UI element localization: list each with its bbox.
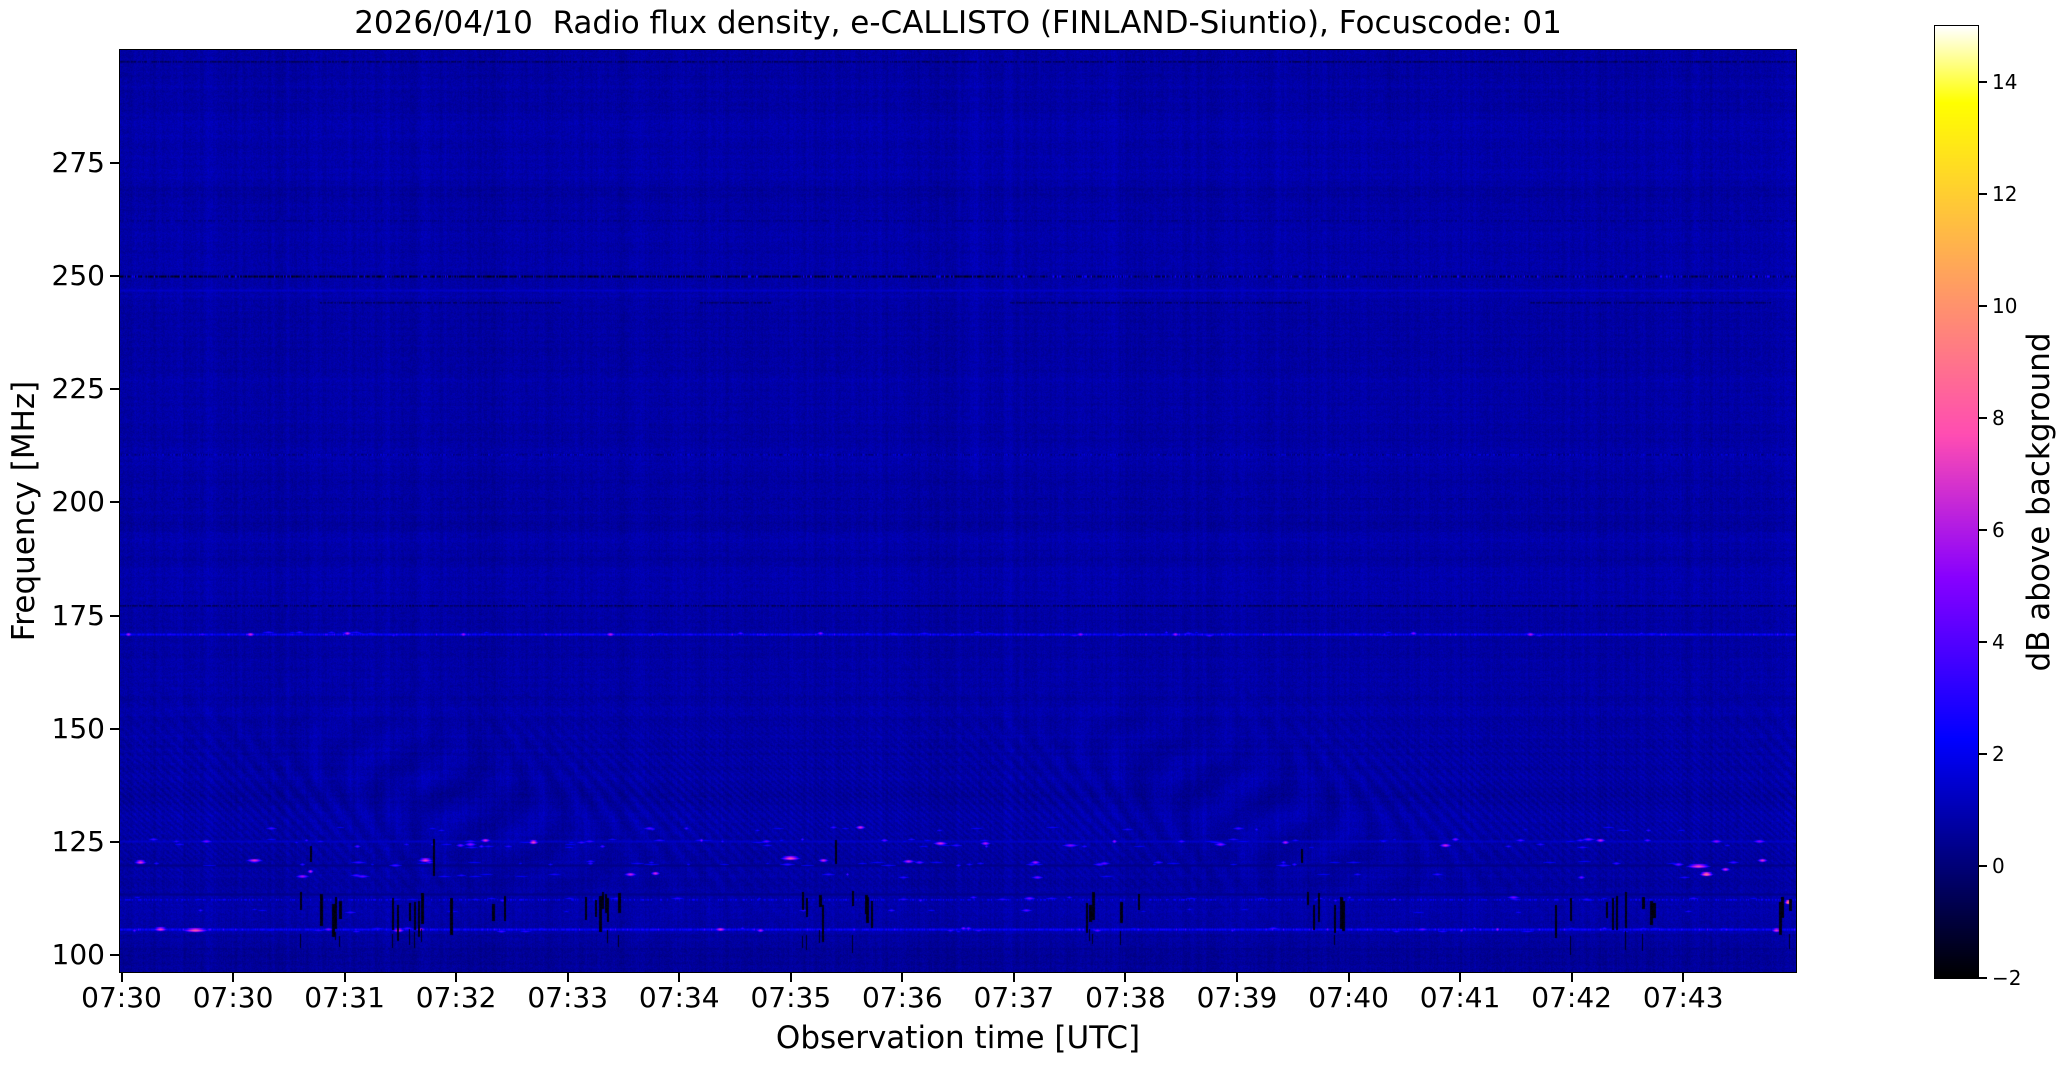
- plot-title: 2026/04/10 Radio flux density, e-CALLIST…: [354, 5, 1562, 41]
- colorbar-tick-label: 6: [1992, 518, 2005, 542]
- y-tick-mark: [110, 953, 119, 956]
- y-tick-mark: [110, 275, 119, 278]
- y-tick-mark: [110, 501, 119, 504]
- colorbar-tick-label: −2: [1992, 966, 2022, 990]
- y-tick-mark: [110, 614, 119, 617]
- x-tick-mark: [1236, 973, 1238, 982]
- x-tick-mark: [901, 973, 904, 982]
- colorbar-tick-label: 0: [1992, 854, 2005, 878]
- x-tick-mark: [1012, 973, 1015, 982]
- colorbar-label: dB above background: [2021, 332, 2057, 672]
- y-tick-mark: [110, 727, 119, 730]
- x-axis-label: Observation time [UTC]: [775, 1020, 1141, 1056]
- y-axis-label: Frequency [MHz]: [6, 380, 42, 642]
- y-tick-mark: [110, 840, 119, 843]
- y-tick-label: 250: [51, 259, 105, 293]
- x-tick-label: 07:40: [1308, 981, 1389, 1014]
- x-tick-mark: [566, 973, 569, 982]
- x-tick-mark: [1682, 973, 1685, 982]
- x-tick-mark: [455, 973, 458, 982]
- colorbar-tick-mark: [1979, 753, 1987, 755]
- y-tick-mark: [110, 388, 119, 391]
- colorbar-tick-label: 2: [1992, 742, 2005, 766]
- colorbar-tick-label: 12: [1992, 182, 2018, 206]
- colorbar-tick-mark: [1979, 305, 1987, 307]
- x-tick-label: 07:35: [750, 981, 832, 1014]
- x-tick-mark: [1570, 973, 1573, 982]
- x-tick-mark: [789, 973, 792, 982]
- y-tick-label: 175: [51, 598, 105, 632]
- x-tick-mark: [1124, 973, 1127, 982]
- y-tick-label: 125: [51, 824, 105, 858]
- colorbar-tick-mark: [1979, 193, 1987, 195]
- colorbar-canvas: [1934, 25, 1979, 979]
- x-tick-mark: [120, 973, 123, 982]
- x-tick-label: 07:31: [304, 981, 385, 1014]
- colorbar-tick-mark: [1979, 865, 1987, 867]
- spectrogram-canvas: [119, 49, 1797, 973]
- colorbar-tick-mark: [1979, 529, 1987, 531]
- colorbar-tick-mark: [1979, 977, 1987, 979]
- x-tick-mark: [1459, 973, 1462, 982]
- colorbar-tick-label: 10: [1992, 294, 2018, 318]
- colorbar-tick-mark: [1979, 417, 1987, 419]
- x-tick-label: 07:33: [527, 981, 609, 1014]
- y-tick-label: 225: [51, 372, 105, 406]
- x-tick-label: 07:37: [973, 981, 1055, 1014]
- y-tick-label: 100: [51, 937, 105, 971]
- colorbar-tick-label: 4: [1992, 630, 2005, 654]
- x-tick-label: 07:39: [1196, 981, 1278, 1014]
- colorbar-tick-label: 8: [1992, 406, 2005, 430]
- y-tick-label: 150: [51, 711, 105, 745]
- x-tick-label: 07:38: [1085, 981, 1166, 1014]
- x-tick-label: 07:41: [1419, 981, 1501, 1014]
- y-tick-mark: [110, 162, 119, 165]
- x-tick-label: 07:30: [81, 981, 162, 1014]
- colorbar-tick-mark: [1979, 641, 1987, 643]
- x-tick-mark: [232, 973, 235, 982]
- x-tick-label: 07:34: [638, 981, 720, 1014]
- y-tick-label: 275: [51, 146, 105, 180]
- colorbar-tick-label: 14: [1992, 70, 2018, 94]
- x-tick-mark: [1347, 973, 1350, 982]
- x-tick-label: 07:30: [192, 981, 274, 1014]
- x-tick-mark: [678, 973, 681, 982]
- x-tick-label: 07:36: [861, 981, 943, 1014]
- x-tick-label: 07:42: [1531, 981, 1612, 1014]
- colorbar-tick-mark: [1979, 81, 1987, 83]
- x-tick-mark: [343, 973, 346, 982]
- x-tick-label: 07:43: [1642, 981, 1724, 1014]
- y-tick-label: 200: [51, 485, 105, 519]
- x-tick-label: 07:32: [415, 981, 497, 1014]
